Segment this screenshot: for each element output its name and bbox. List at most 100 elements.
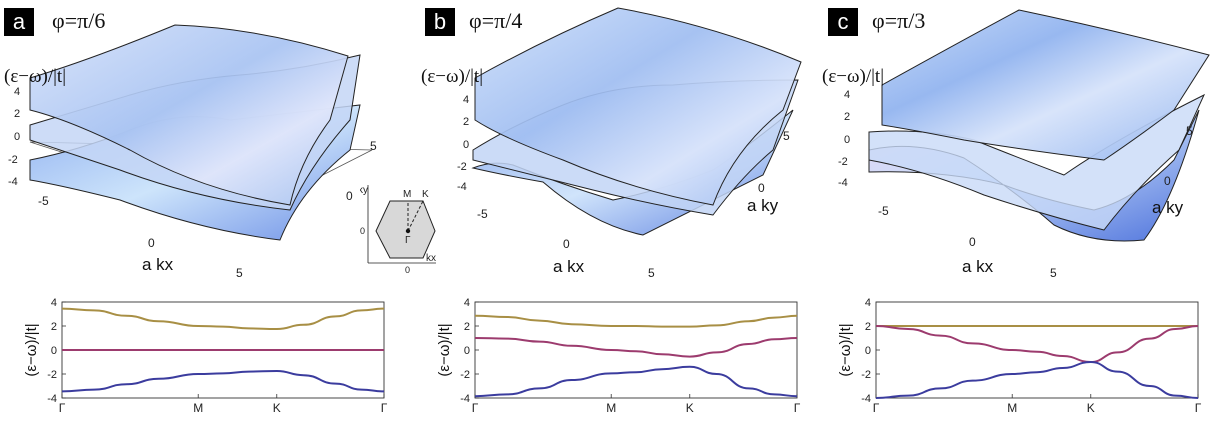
y-tick-label: -4 [47,393,57,405]
x-axis-label: a kx [142,255,174,274]
y-tick-label: 0 [51,345,57,357]
hexagon [375,200,436,259]
x-tick-label: K [686,401,694,415]
y-tick-label: -4 [460,393,470,405]
band-line-0 [474,314,798,328]
plot-frame [474,301,798,399]
x-axis-ticks: -5 0 5 [38,194,243,280]
surface-upper [474,7,802,206]
y-axis-ticks: 5 0 [346,139,377,203]
x-tick: 0 [563,237,570,251]
surface-plot-c: 4 2 0 -2 -4 -5 0 5 5 0 [838,9,1210,280]
x-tick-label: K [273,401,281,415]
z-tick: 0 [14,131,20,143]
x-tick-label: Γ [794,401,801,415]
band-line-0 [61,307,385,331]
x-axis-ticks: -5 0 5 [477,207,655,280]
surface-plot-a: 4 2 0 -2 -4 -5 0 5 5 0 [8,24,377,280]
x-tick-label: Γ [59,401,66,415]
y-axis-ticks: 5 0 [1164,124,1193,188]
x-tick-label: Γ [381,401,388,415]
y-axis-label: a ky [747,196,779,215]
plot-frame [875,301,1199,399]
z-tick: 2 [844,111,850,123]
y-tick-label: 2 [865,321,871,333]
y-axis-ticks: 5 0 [758,129,790,195]
y-tick-label: -2 [861,369,871,381]
band-line-2 [61,369,385,393]
z-tick: 2 [463,116,469,128]
y-axis-label: (ε−ω)/|t| [837,323,854,376]
x-tick: 0 [148,236,155,250]
y-tick-label: 4 [865,297,871,309]
band-line-2 [474,365,798,398]
z-axis-label: (ε−ω)/|t| [822,66,885,87]
y-tick: 0 [346,189,353,203]
panel-letter: c [828,8,858,36]
inset-kx-label: kx [426,253,436,264]
z-tick: 2 [14,108,20,120]
inset-k-label: K [422,189,429,200]
inset-ky-label: ky [360,185,368,196]
y-tick-label: 2 [464,321,470,333]
z-tick: 0 [463,139,469,151]
y-tick: 5 [1186,124,1193,138]
y-tick-label: -4 [861,393,871,405]
y-axis-label: a ky [1152,198,1184,217]
z-tick: 4 [14,86,20,98]
x-tick: 5 [648,266,655,280]
band-chart-b: 420-2-4Γ M K Γ(ε−ω)/|t| [436,297,801,415]
x-axis-label: a kx [962,257,994,276]
x-tick-label: M [606,401,616,415]
band-chart-a: 420-2-4Γ M K Γ(ε−ω)/|t| [23,297,388,415]
y-tick-label: 4 [51,297,57,309]
panel-phi: φ=π/3 [872,8,926,33]
x-tick: -5 [878,204,889,218]
panel-phi: φ=π/6 [52,8,106,33]
x-tick: 0 [969,235,976,249]
band-line-1 [474,337,798,358]
panel-phi: φ=π/4 [469,8,523,33]
y-tick: 0 [1164,174,1171,188]
y-tick-label: 2 [51,321,57,333]
z-axis-ticks: 4 2 0 -2 -4 [457,94,469,193]
band-line-2 [875,360,1199,399]
z-tick: -2 [838,156,848,168]
panel-c: 4 2 0 -2 -4 -5 0 5 5 0 c φ=π/3 (ε−ω)/|t|… [814,0,1214,423]
z-tick: -4 [8,176,18,188]
x-tick-label: Γ [472,401,479,415]
z-tick: -2 [8,154,18,166]
y-tick: 5 [783,129,790,143]
y-tick-label: 0 [865,345,871,357]
x-tick-label: Γ [873,401,880,415]
z-tick: 4 [463,94,469,106]
y-tick-label: -2 [47,369,57,381]
z-tick: 0 [844,134,850,146]
y-tick-label: 0 [464,345,470,357]
y-axis-label: (ε−ω)/|t| [23,323,40,376]
z-axis-label: (ε−ω)/|t| [4,66,67,87]
inset-zero-x: 0 [405,265,410,275]
surface-upper [881,9,1210,161]
x-tick: 5 [236,266,243,280]
panel-letter: b [425,8,455,36]
x-tick: 5 [1050,266,1057,280]
y-axis-label: (ε−ω)/|t| [436,323,453,376]
y-tick-label: -2 [460,369,470,381]
x-tick: -5 [38,194,49,208]
z-axis-ticks: 4 2 0 -2 -4 [838,89,850,189]
x-tick-label: K [1087,401,1095,415]
panel-b: 4 2 0 -2 -4 -5 0 5 5 0 b φ=π/4 (ε−ω)/|t|… [413,0,813,423]
inset-m-label: M [403,189,411,200]
z-tick: -4 [838,177,848,189]
z-tick: -4 [457,181,467,193]
x-tick-label: M [193,401,203,415]
y-tick: 0 [758,181,765,195]
y-tick: 5 [370,139,377,153]
x-tick-label: M [1007,401,1017,415]
inset-zero-y: 0 [360,226,365,236]
x-tick-label: Γ [1195,401,1202,415]
z-tick: 4 [844,89,850,101]
band-line-1 [875,325,1199,364]
panel-a: 4 2 0 -2 -4 -5 0 5 5 0 a φ=π/6 (ε−ω)/|t|… [0,0,436,423]
